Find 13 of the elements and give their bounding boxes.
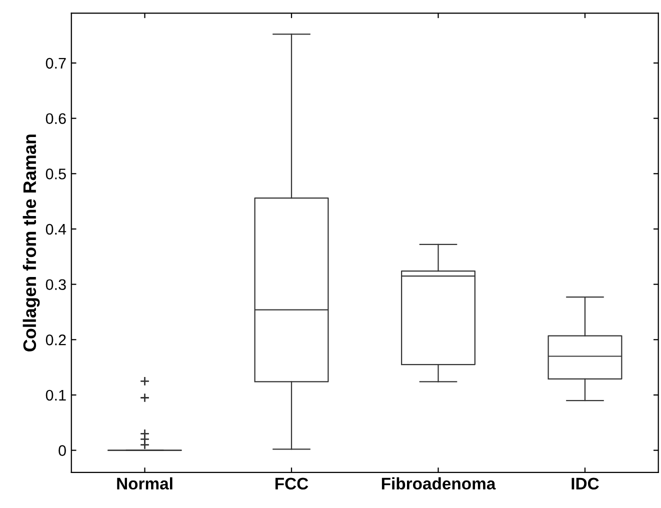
y-tick-label: 0.6 bbox=[46, 113, 66, 124]
x-tick-label: IDC bbox=[572, 478, 599, 490]
y-axis-title: Collagen from the Raman bbox=[22, 134, 40, 352]
x-tick-label: FCC bbox=[275, 478, 308, 490]
y-tick-label: 0.7 bbox=[46, 58, 66, 69]
x-tick-label: Fibroadenoma bbox=[382, 477, 496, 490]
y-tick-label: 0.4 bbox=[46, 224, 66, 235]
y-tick-label: 0.5 bbox=[46, 168, 66, 180]
y-tick-label: 0.1 bbox=[46, 390, 66, 401]
x-tick-label: Normal bbox=[117, 477, 172, 490]
y-tick-label: 0.2 bbox=[46, 334, 66, 346]
y-tick-label: 0 bbox=[58, 445, 66, 456]
y-tick-label: 0.3 bbox=[46, 279, 66, 290]
